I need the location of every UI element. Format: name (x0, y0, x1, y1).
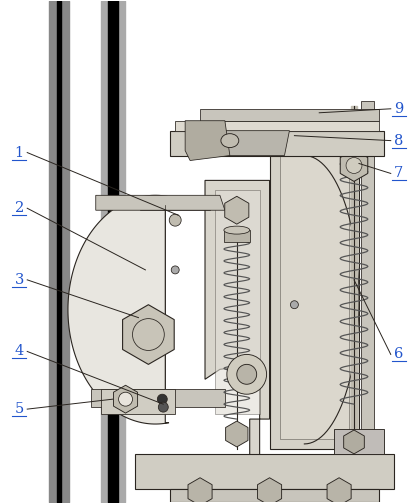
Text: 9: 9 (394, 102, 404, 116)
Polygon shape (224, 230, 250, 242)
Polygon shape (327, 478, 351, 503)
Polygon shape (344, 430, 364, 454)
Polygon shape (225, 196, 249, 224)
Text: 8: 8 (394, 134, 404, 147)
Polygon shape (215, 190, 260, 414)
Text: 7: 7 (394, 166, 404, 181)
Polygon shape (200, 131, 290, 155)
Polygon shape (340, 149, 368, 182)
Polygon shape (123, 305, 174, 364)
Ellipse shape (224, 226, 250, 234)
Polygon shape (175, 121, 379, 131)
Circle shape (290, 301, 298, 309)
Text: 2: 2 (14, 201, 24, 215)
Polygon shape (170, 131, 384, 155)
Ellipse shape (221, 134, 239, 147)
Polygon shape (280, 155, 349, 439)
Circle shape (169, 214, 181, 226)
Polygon shape (114, 385, 138, 413)
Text: 6: 6 (394, 348, 404, 362)
Circle shape (158, 402, 168, 412)
Circle shape (171, 266, 179, 274)
Text: 4: 4 (14, 345, 24, 359)
Polygon shape (205, 181, 270, 459)
Polygon shape (96, 195, 225, 210)
Circle shape (237, 364, 256, 384)
Polygon shape (101, 389, 175, 414)
Circle shape (346, 157, 362, 174)
Polygon shape (361, 101, 374, 449)
Circle shape (157, 394, 167, 404)
Polygon shape (351, 106, 357, 429)
Polygon shape (270, 145, 359, 449)
Polygon shape (258, 478, 282, 503)
Text: 3: 3 (14, 273, 24, 287)
Polygon shape (334, 429, 384, 454)
Polygon shape (68, 195, 169, 424)
Text: 1: 1 (15, 145, 24, 159)
Polygon shape (188, 478, 212, 503)
Text: 5: 5 (14, 402, 24, 416)
Polygon shape (135, 454, 394, 489)
Circle shape (227, 355, 267, 394)
Polygon shape (185, 121, 230, 160)
Circle shape (119, 392, 133, 406)
Polygon shape (200, 109, 379, 121)
Polygon shape (91, 389, 225, 407)
Polygon shape (225, 421, 248, 447)
Polygon shape (170, 489, 379, 501)
